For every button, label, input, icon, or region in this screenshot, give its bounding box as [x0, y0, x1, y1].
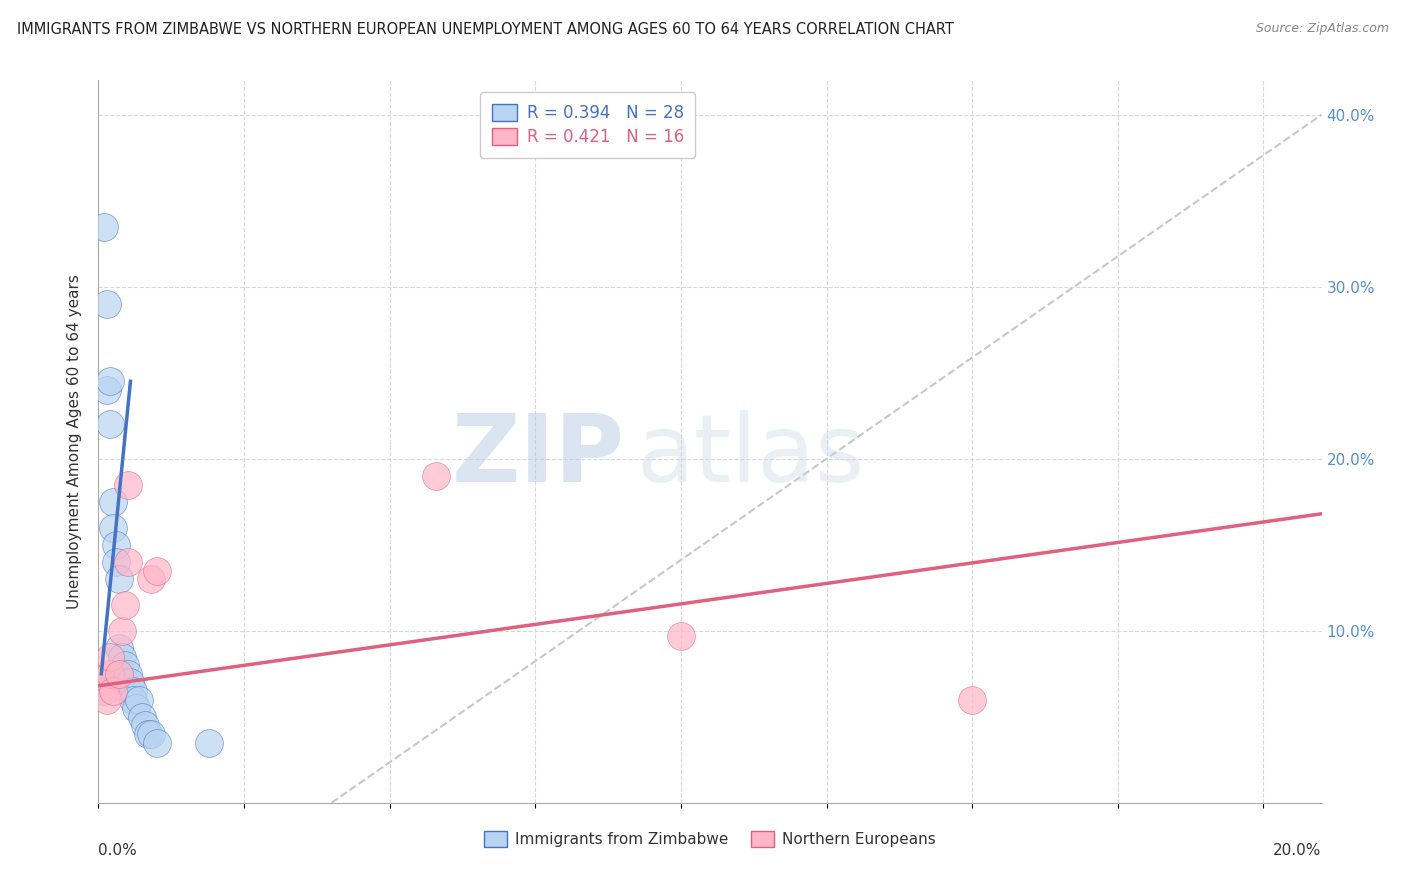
Point [131, 710, 153, 724]
Point [117, 477, 139, 491]
Point [145, 735, 167, 749]
Point [104, 555, 127, 569]
Point [145, 564, 167, 578]
Point [108, 572, 131, 586]
Point [93, 684, 115, 698]
Point [139, 727, 162, 741]
Text: IMMIGRANTS FROM ZIMBABWE VS NORTHERN EUROPEAN UNEMPLOYMENT AMONG AGES 60 TO 64 Y: IMMIGRANTS FROM ZIMBABWE VS NORTHERN EUR… [17, 22, 953, 37]
Text: Source: ZipAtlas.com: Source: ZipAtlas.com [1256, 22, 1389, 36]
Point [122, 684, 145, 698]
Point [101, 494, 124, 508]
Point [139, 572, 162, 586]
Point [90, 675, 112, 690]
Point [125, 701, 148, 715]
Point [96, 692, 118, 706]
Point [120, 675, 142, 690]
Point [114, 658, 136, 673]
Point [98, 375, 121, 389]
Point [93, 219, 115, 234]
Point [198, 735, 221, 749]
Text: 20.0%: 20.0% [1274, 843, 1322, 857]
Point [114, 598, 136, 612]
Text: ZIP: ZIP [451, 410, 624, 502]
Point [98, 666, 121, 681]
Point [122, 692, 145, 706]
Point [101, 520, 124, 534]
Y-axis label: Unemployment Among Ages 60 to 64 years: Unemployment Among Ages 60 to 64 years [67, 274, 83, 609]
Text: 0.0%: 0.0% [98, 843, 138, 857]
Point [104, 538, 127, 552]
Point [960, 692, 983, 706]
Point [117, 684, 139, 698]
Point [111, 624, 134, 638]
Point [98, 649, 121, 664]
Point [425, 469, 447, 483]
Point [101, 684, 124, 698]
Point [669, 629, 692, 643]
Point [128, 692, 150, 706]
Point [96, 383, 118, 397]
Point [114, 675, 136, 690]
Point [117, 666, 139, 681]
Point [136, 727, 159, 741]
Text: atlas: atlas [637, 410, 865, 502]
Point [117, 555, 139, 569]
Point [134, 718, 156, 732]
Point [108, 666, 131, 681]
Point [108, 640, 131, 655]
Point [111, 649, 134, 664]
Point [111, 666, 134, 681]
Point [96, 297, 118, 311]
Legend: Immigrants from Zimbabwe, Northern Europeans: Immigrants from Zimbabwe, Northern Europ… [478, 825, 942, 853]
Point [98, 417, 121, 432]
